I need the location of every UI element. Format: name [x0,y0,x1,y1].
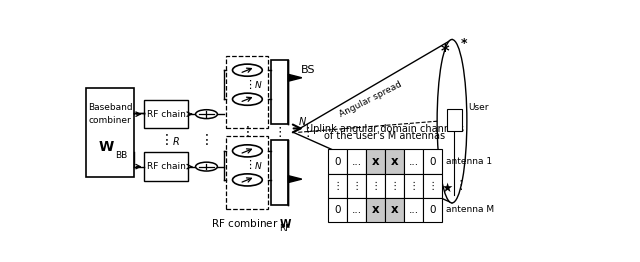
Text: RF chain: RF chain [147,110,186,119]
Text: BS: BS [301,65,316,75]
Text: ⋮: ⋮ [408,181,419,191]
Text: x: x [391,155,398,168]
Text: *: * [440,43,449,61]
Text: N: N [255,162,262,171]
Text: ⋮: ⋮ [454,179,467,192]
Bar [145,100,188,128]
Text: 0: 0 [429,205,436,215]
Text: RF: RF [279,224,291,233]
Bar [404,174,423,198]
Bar [366,149,385,174]
Text: 0: 0 [334,205,340,215]
Text: antenna 1: antenna 1 [446,157,492,166]
Bar [447,109,462,131]
Text: x: x [372,204,380,216]
Text: ...: ... [408,205,419,215]
Bar [366,198,385,222]
Text: ⋮: ⋮ [159,133,173,148]
Bar [423,198,442,222]
Text: $\mathbf{W}$: $\mathbf{W}$ [98,140,115,154]
Text: R: R [172,137,179,148]
Bar [271,140,289,205]
Text: BB: BB [115,151,127,160]
Text: 0: 0 [334,157,340,167]
Text: User: User [468,103,489,112]
Text: Angular spread: Angular spread [337,79,403,119]
Text: ⋮: ⋮ [428,181,438,191]
Text: ⋮: ⋮ [371,181,381,191]
Text: ⋮: ⋮ [244,160,255,170]
Text: ⋮: ⋮ [244,80,255,90]
Text: Uplink angular domain channels: Uplink angular domain channels [306,124,464,134]
Bar [385,149,404,174]
Text: N: N [255,81,262,90]
Polygon shape [289,74,302,81]
Ellipse shape [437,40,467,203]
Bar [385,198,404,222]
Circle shape [232,64,262,76]
Text: Baseband: Baseband [88,103,132,112]
Polygon shape [289,176,302,183]
Bar [404,149,423,174]
Bar [385,174,404,198]
Text: ⋮: ⋮ [351,181,362,191]
Bar [347,174,366,198]
Circle shape [232,145,262,157]
Bar [271,60,289,124]
Text: ⋮: ⋮ [301,126,314,139]
Bar [404,198,423,222]
Circle shape [196,110,218,119]
Text: ...: ... [351,205,362,215]
Bar [86,88,134,177]
Text: ⋮: ⋮ [273,126,286,139]
Bar [328,174,347,198]
Text: RF combiner $\mathbf{W}$: RF combiner $\mathbf{W}$ [211,217,293,229]
Circle shape [232,174,262,186]
Text: ⋮: ⋮ [200,133,213,148]
Text: ...: ... [351,157,362,167]
Text: x: x [391,204,398,216]
Text: *: * [461,37,468,50]
Text: ⋮: ⋮ [241,125,254,139]
Text: ⋮: ⋮ [332,181,342,191]
Bar [347,149,366,174]
Text: x: x [372,155,380,168]
Circle shape [232,93,262,105]
Bar [145,152,188,181]
Bar [423,174,442,198]
Text: N: N [298,117,305,127]
Text: 0: 0 [429,157,436,167]
Text: combiner: combiner [88,116,131,125]
Bar [227,136,269,209]
Text: of the user's M antennas: of the user's M antennas [324,131,445,141]
Text: RF chain: RF chain [147,162,186,171]
Text: ⋮: ⋮ [389,181,400,191]
Text: antenna M: antenna M [446,205,494,215]
Bar [423,149,442,174]
Bar [328,198,347,222]
Circle shape [196,162,218,171]
Text: ★: ★ [442,182,452,195]
Bar [347,198,366,222]
Bar [227,56,269,128]
Bar [366,174,385,198]
Bar [328,149,347,174]
Text: ...: ... [408,157,419,167]
